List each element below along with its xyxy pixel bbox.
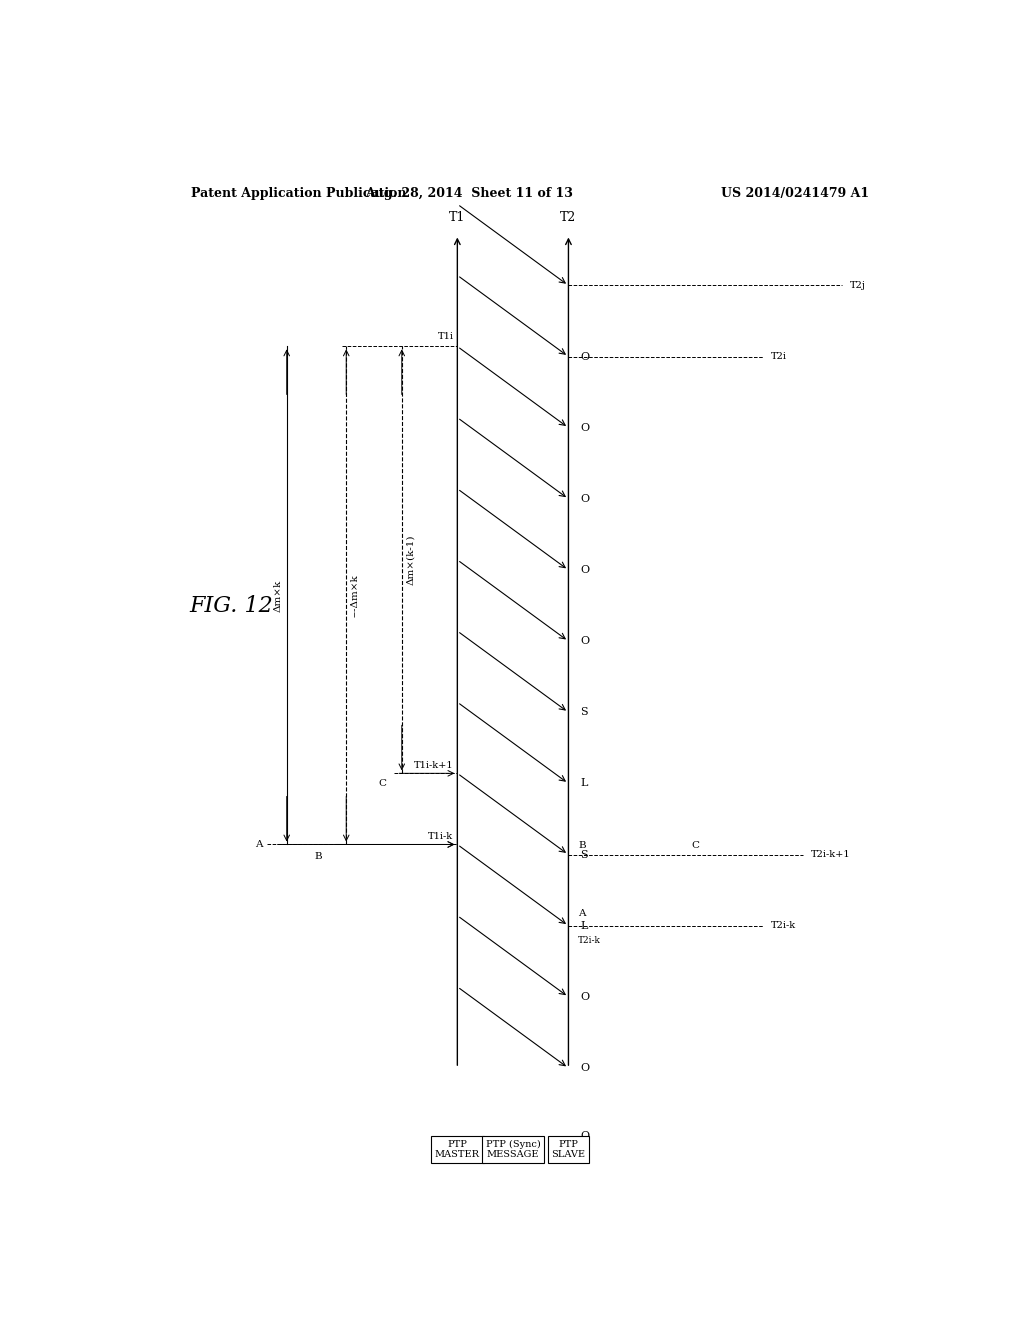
Text: O: O xyxy=(581,991,590,1002)
Text: O: O xyxy=(581,1063,590,1073)
Text: O: O xyxy=(581,1131,590,1142)
Text: T1i-k+1: T1i-k+1 xyxy=(414,762,454,771)
Text: PTP
SLAVE: PTP SLAVE xyxy=(552,1139,586,1159)
Text: C: C xyxy=(691,841,699,850)
Text: S: S xyxy=(581,850,588,859)
Text: O: O xyxy=(581,422,590,433)
Text: O: O xyxy=(581,636,590,647)
Text: S: S xyxy=(581,708,588,717)
Text: Δm×(k-1): Δm×(k-1) xyxy=(406,535,415,585)
Text: A: A xyxy=(578,908,586,917)
Text: T2j: T2j xyxy=(850,281,866,290)
Text: T1i-k: T1i-k xyxy=(428,833,454,841)
Text: T2i-k+1: T2i-k+1 xyxy=(811,850,850,859)
Text: T2: T2 xyxy=(560,211,577,224)
Text: Δm×k: Δm×k xyxy=(273,579,283,611)
Text: T1: T1 xyxy=(450,211,466,224)
Text: B: B xyxy=(578,841,586,850)
Text: T2i-k: T2i-k xyxy=(771,921,796,931)
Text: O: O xyxy=(581,351,590,362)
Text: A: A xyxy=(255,840,263,849)
Text: US 2014/0241479 A1: US 2014/0241479 A1 xyxy=(721,187,868,201)
Text: B: B xyxy=(314,853,323,861)
Text: T2i: T2i xyxy=(771,352,786,362)
Text: O: O xyxy=(581,565,590,576)
Text: O: O xyxy=(581,494,590,504)
Text: Aug. 28, 2014  Sheet 11 of 13: Aug. 28, 2014 Sheet 11 of 13 xyxy=(366,187,573,201)
Text: Patent Application Publication: Patent Application Publication xyxy=(191,187,407,201)
Text: PTP (Sync)
MESSAGE: PTP (Sync) MESSAGE xyxy=(485,1139,541,1159)
Text: T1i: T1i xyxy=(437,333,454,342)
Text: PTP
MASTER: PTP MASTER xyxy=(435,1139,480,1159)
Text: L: L xyxy=(581,921,588,931)
Text: T2i-k: T2i-k xyxy=(578,936,601,945)
Text: L: L xyxy=(581,779,588,788)
Text: ---Δm×k: ---Δm×k xyxy=(350,574,359,616)
Text: C: C xyxy=(378,779,386,788)
Text: FIG. 12: FIG. 12 xyxy=(189,594,273,616)
